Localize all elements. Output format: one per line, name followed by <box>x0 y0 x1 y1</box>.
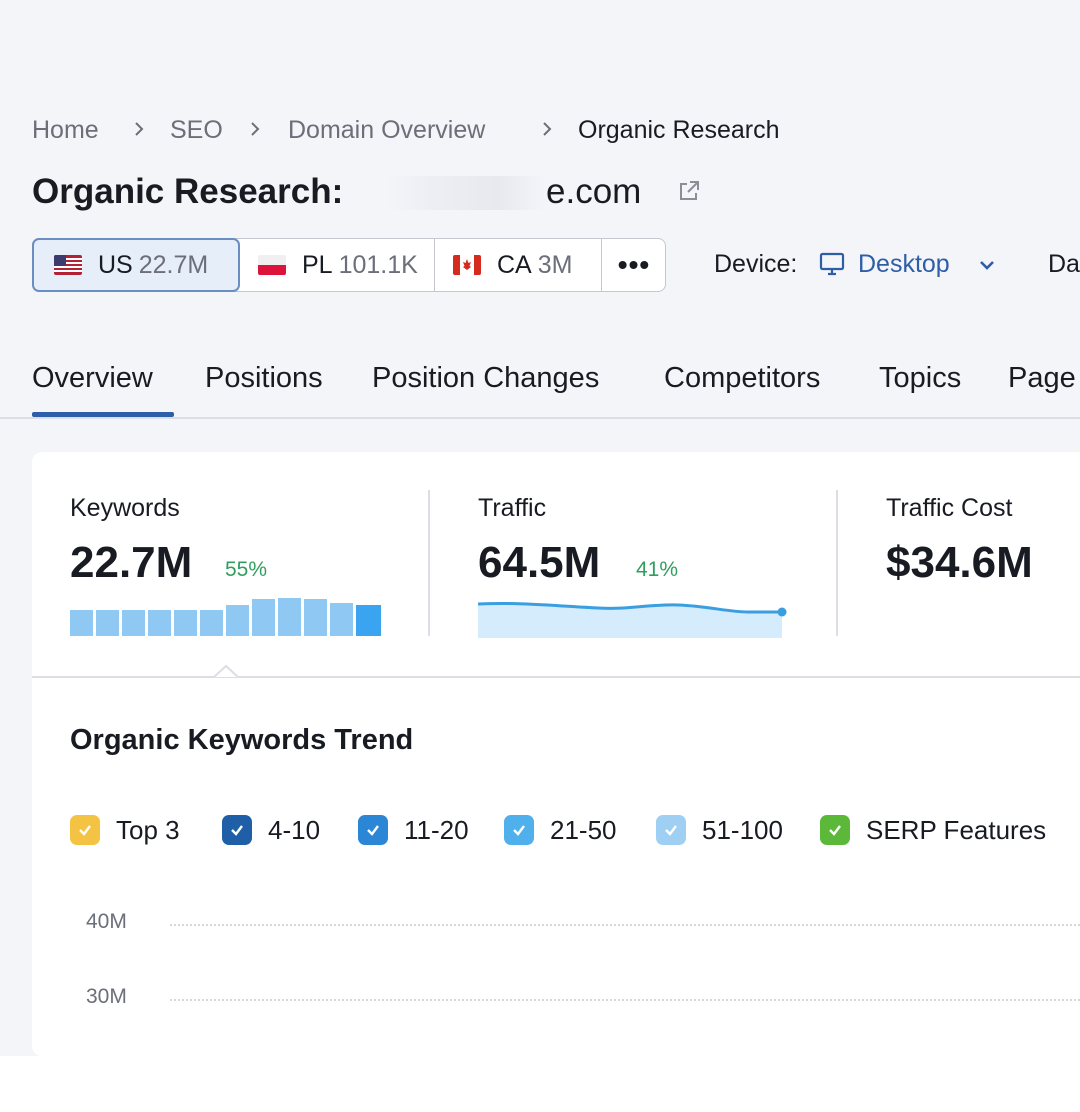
tab-overview[interactable]: Overview <box>32 362 153 394</box>
pl-flag-icon <box>258 255 286 275</box>
y-axis-tick: 30M <box>86 985 127 1008</box>
grid-line <box>170 999 1080 1001</box>
spark-bar <box>200 610 223 636</box>
external-link-icon[interactable] <box>676 178 702 204</box>
database-tab-pl[interactable]: PL 101.1K <box>240 239 434 291</box>
spark-bar <box>278 598 301 636</box>
legend-4-10[interactable]: 4-10 <box>222 812 320 848</box>
breadcrumb-home[interactable]: Home <box>32 116 99 144</box>
traffic-cost-value[interactable]: $34.6M <box>886 538 1033 587</box>
chevron-right-icon <box>251 122 260 136</box>
legend-11-20[interactable]: 11-20 <box>358 812 469 848</box>
spark-bar <box>252 599 275 636</box>
y-axis-tick: 40M <box>86 910 127 933</box>
legend-label: Top 3 <box>116 814 180 845</box>
database-count: 101.1K <box>338 250 418 279</box>
checkbox-checked-icon <box>358 815 388 845</box>
divider <box>434 239 435 291</box>
desktop-icon <box>819 252 845 276</box>
checkbox-checked-icon <box>656 815 686 845</box>
tab-pages[interactable]: Page <box>1008 362 1076 394</box>
legend-serp-features[interactable]: SERP Features <box>820 812 1046 848</box>
database-selector: US 22.7M PL 101.1K CA 3M ••• <box>32 238 666 292</box>
spark-bar <box>356 605 381 636</box>
us-flag-icon <box>54 255 82 275</box>
chevron-right-icon <box>135 122 144 136</box>
legend-label: 11-20 <box>404 814 469 845</box>
database-tab-ca[interactable]: CA 3M <box>435 239 601 291</box>
tab-positions[interactable]: Positions <box>205 362 323 394</box>
tab-topics[interactable]: Topics <box>879 362 962 394</box>
database-code: US <box>98 250 133 279</box>
card-separator <box>32 676 1080 678</box>
breadcrumb-current: Organic Research <box>578 116 780 144</box>
checkbox-checked-icon <box>504 815 534 845</box>
device-dropdown[interactable]: Desktop <box>858 250 950 278</box>
spark-bar <box>148 610 171 636</box>
domain-name: e.com <box>546 172 642 211</box>
database-count: 22.7M <box>138 250 209 279</box>
tab-bar-border <box>0 417 1080 419</box>
spark-bar <box>174 610 197 636</box>
page-title: Organic Research: <box>32 172 344 211</box>
database-tab-us[interactable]: US 22.7M <box>32 238 240 292</box>
more-icon: ••• <box>617 249 651 280</box>
traffic-cost-label: Traffic Cost <box>886 494 1013 522</box>
breadcrumb-seo[interactable]: SEO <box>170 116 223 144</box>
breadcrumb-domain-overview[interactable]: Domain Overview <box>288 116 486 144</box>
keywords-percent: 55% <box>225 558 268 581</box>
checkbox-checked-icon <box>820 815 850 845</box>
tab-competitors[interactable]: Competitors <box>664 362 821 394</box>
legend-label: 4-10 <box>268 814 321 845</box>
metric-divider <box>428 490 430 636</box>
legend-51-100[interactable]: 51-100 <box>656 812 783 848</box>
keywords-sparkbar <box>70 598 381 636</box>
traffic-sparkline <box>478 601 787 638</box>
chevron-right-icon <box>543 122 552 136</box>
active-tab-indicator <box>32 412 174 417</box>
traffic-label: Traffic <box>478 494 547 522</box>
legend-21-50[interactable]: 21-50 <box>504 812 617 848</box>
checkbox-checked-icon <box>70 815 100 845</box>
metric-divider <box>836 490 838 636</box>
database-code: CA <box>497 250 532 279</box>
traffic-percent: 41% <box>636 558 679 581</box>
active-metric-notch <box>214 664 238 678</box>
ca-flag-icon <box>453 255 481 275</box>
legend-label: SERP Features <box>866 814 1047 845</box>
spark-bar <box>70 610 93 636</box>
spark-bar <box>330 603 353 636</box>
keywords-label: Keywords <box>70 494 180 522</box>
tab-position-changes[interactable]: Position Changes <box>372 362 600 394</box>
checkbox-checked-icon <box>222 815 252 845</box>
more-databases-button[interactable]: ••• <box>602 239 666 291</box>
keywords-value[interactable]: 22.7M <box>70 538 193 587</box>
spark-bar <box>96 610 119 636</box>
divider <box>601 239 602 291</box>
spark-bar <box>226 605 249 636</box>
overview-card <box>32 452 1080 1056</box>
legend-label: 21-50 <box>550 814 617 845</box>
grid-line <box>170 924 1080 926</box>
traffic-value[interactable]: 64.5M <box>478 538 601 587</box>
legend-label: 51-100 <box>702 814 783 845</box>
spark-bar <box>304 599 327 636</box>
device-label: Device: <box>714 250 798 278</box>
domain-redacted-blur <box>386 176 546 210</box>
trend-title: Organic Keywords Trend <box>70 724 414 756</box>
database-code: PL <box>302 250 333 279</box>
legend-top-3[interactable]: Top 3 <box>70 812 180 848</box>
database-count: 3M <box>537 250 573 279</box>
chevron-down-icon[interactable] <box>976 254 998 276</box>
spark-bar <box>122 610 145 636</box>
date-label[interactable]: Da <box>1048 250 1080 278</box>
